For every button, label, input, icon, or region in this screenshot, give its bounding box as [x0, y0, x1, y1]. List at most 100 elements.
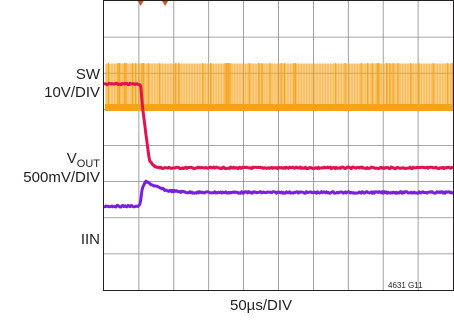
- iin-trace: [103, 179, 454, 209]
- sw-pulse: [370, 63, 371, 109]
- sw-pulse: [122, 63, 123, 109]
- sw-pulse: [186, 63, 187, 109]
- sw-pulse: [445, 63, 446, 109]
- sw-pulse: [341, 63, 342, 109]
- vout-subscript: OUT: [76, 158, 100, 170]
- sw-pulse: [374, 63, 376, 109]
- sw-pulse: [176, 63, 178, 109]
- sw-pulse: [179, 63, 181, 109]
- sw-pulse: [290, 63, 291, 109]
- sw-pulse: [165, 63, 166, 109]
- sw-pulse: [342, 63, 344, 109]
- sw-pulse: [213, 63, 214, 109]
- sw-pulse: [426, 63, 427, 109]
- sw-pulse: [334, 63, 337, 109]
- sw-pulse: [187, 63, 189, 109]
- sw-pulse: [246, 63, 248, 109]
- sw-pulse: [170, 63, 171, 109]
- sw-pulse: [301, 63, 302, 109]
- sw-pulse: [262, 63, 264, 109]
- sw-pulse: [232, 63, 234, 109]
- sw-pulse: [160, 63, 162, 109]
- sw-pulse: [389, 63, 391, 109]
- sw-pulse: [395, 63, 397, 109]
- sw-pulse: [387, 63, 389, 109]
- sw-pulse: [450, 63, 451, 109]
- trigger-marker: [162, 1, 169, 6]
- sw-pulse: [429, 63, 430, 109]
- sw-pulse: [208, 63, 210, 109]
- sw-pulse: [338, 63, 339, 109]
- sw-pulse: [277, 63, 278, 109]
- sw-pulse: [368, 63, 370, 109]
- sw-pulse: [294, 63, 297, 109]
- sw-pulse: [402, 63, 403, 109]
- figure-id: 4631 G11: [388, 281, 423, 290]
- sw-pulse: [317, 63, 318, 109]
- sw-pulse: [237, 63, 238, 109]
- sw-pulse: [206, 63, 208, 109]
- sw-pulse: [421, 63, 422, 109]
- sw-pulse: [440, 63, 442, 109]
- vout-trace: [103, 81, 454, 171]
- sw-pulse: [344, 63, 346, 109]
- sw-pulse: [366, 63, 369, 109]
- sw-pulse: [261, 63, 263, 109]
- sw-pulse: [403, 63, 405, 109]
- sw-pulse: [293, 63, 295, 109]
- sw-pulse: [147, 63, 149, 109]
- sw-pulse: [216, 63, 218, 109]
- sw-pulse: [309, 63, 310, 109]
- sw-pulse: [118, 63, 121, 109]
- sw-pulse: [278, 63, 280, 109]
- sw-pulse: [125, 63, 127, 109]
- iin-label: IIN: [81, 231, 100, 249]
- sw-pulse: [371, 63, 373, 109]
- sw-pulse: [136, 63, 138, 109]
- sw-pulse: [296, 63, 298, 109]
- sw-pulse: [210, 63, 212, 109]
- sw-pulse: [222, 63, 224, 109]
- sw-pulse: [451, 63, 453, 109]
- sw-pulse: [333, 63, 334, 109]
- sw-pulse: [166, 63, 168, 109]
- sw-pulse: [339, 63, 341, 109]
- sw-pulse: [266, 63, 267, 109]
- sw-pulse: [202, 63, 204, 109]
- sw-pulse: [240, 63, 242, 109]
- sw-pulse: [392, 63, 394, 109]
- sw-pulse: [413, 63, 414, 109]
- sw-pulse: [190, 63, 192, 109]
- sw-pulse: [234, 63, 235, 109]
- sw-pulse: [411, 63, 413, 109]
- sw-pulse: [112, 63, 114, 109]
- sw-pulse: [427, 63, 429, 109]
- sw-pulse: [200, 63, 202, 109]
- sw-pulse: [304, 63, 306, 109]
- sw-pulse: [264, 63, 266, 109]
- sw-pulse: [320, 63, 322, 109]
- sw-pulse: [254, 63, 256, 109]
- sw-pulse: [226, 63, 228, 109]
- sw-pulse: [146, 63, 147, 109]
- sw-pulse: [168, 63, 170, 109]
- sw-pulse: [358, 63, 360, 109]
- trigger-marker: [137, 1, 144, 6]
- sw-pulse: [142, 63, 145, 109]
- sw-pulse: [432, 63, 434, 109]
- sw-pulse: [355, 63, 357, 109]
- sw-pulse: [150, 63, 152, 109]
- sw-pulse: [328, 63, 330, 109]
- sw-pulse: [194, 63, 195, 109]
- sw-pulse: [418, 63, 420, 109]
- sw-pulse: [211, 63, 213, 109]
- sw-pulse: [405, 63, 406, 109]
- sw-pulse: [174, 63, 177, 109]
- sw-pulse: [195, 63, 197, 109]
- sw-pulse: [198, 63, 200, 109]
- sw-pulse: [155, 63, 157, 109]
- sw-pulse: [354, 63, 355, 109]
- iin-name: IIN: [80, 231, 100, 248]
- sw-pulse: [181, 63, 182, 109]
- sw-pulse: [157, 63, 158, 109]
